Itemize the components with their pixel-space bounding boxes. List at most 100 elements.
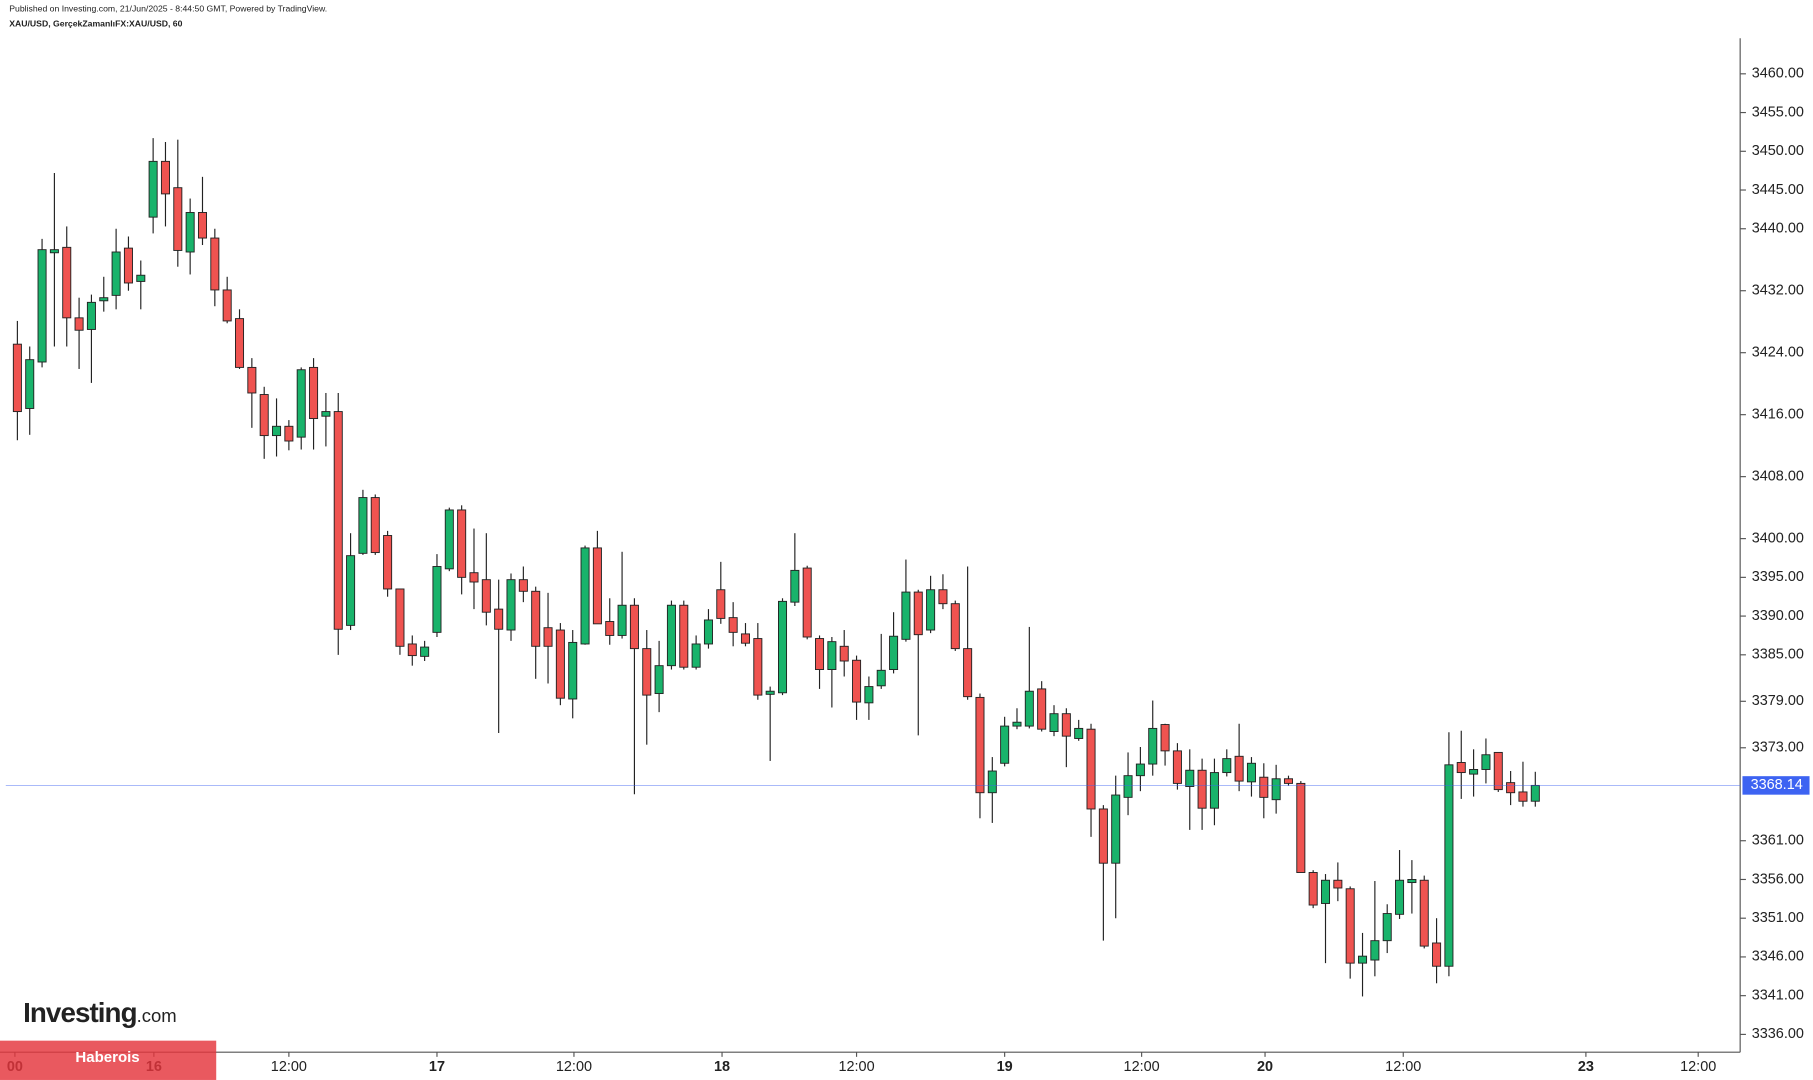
candle-body (173, 187, 183, 251)
candle-body (1259, 776, 1269, 798)
candle-body (74, 317, 84, 331)
candle-body (432, 566, 442, 633)
candle-body (86, 301, 96, 330)
candle-body (370, 497, 380, 554)
x-tick-label: 12:00 (838, 1059, 874, 1075)
y-tick-label: 3356.00 (1752, 871, 1804, 887)
candle-body (1135, 763, 1145, 777)
x-tick-label: 12:00 (1385, 1059, 1421, 1075)
y-tick-label: 3455.00 (1752, 104, 1804, 120)
candle-body (383, 535, 393, 590)
candle-body (1370, 940, 1380, 961)
candle-body (1518, 791, 1528, 802)
candle-body (555, 629, 565, 699)
candle-body (605, 621, 615, 636)
candle-body (1074, 727, 1084, 739)
candle-body (1493, 751, 1503, 791)
candle-body (62, 246, 72, 319)
candle-body (1345, 888, 1355, 964)
candle-body (123, 247, 133, 284)
candle-body (321, 411, 331, 417)
logo-suffix: .com (137, 1005, 177, 1026)
candle-body (210, 237, 220, 291)
logo-name: Investing (23, 997, 137, 1028)
plot-area (12, 138, 1540, 997)
candle-body (740, 633, 750, 644)
candle-body (309, 366, 319, 420)
x-tick-label: 12:00 (271, 1059, 307, 1075)
candle-body (1234, 755, 1244, 782)
candle-body (420, 646, 430, 657)
candle-body (592, 547, 602, 625)
candle-body (1148, 727, 1158, 765)
candle-body (37, 249, 47, 363)
y-tick-label: 3424.00 (1752, 345, 1804, 361)
y-tick-label: 3416.00 (1752, 406, 1804, 422)
candle-body (716, 589, 726, 619)
candle-body (1506, 782, 1516, 794)
candle-body (1185, 769, 1195, 787)
candle-body (197, 212, 208, 239)
candle-body (160, 160, 170, 195)
candle-body (1012, 721, 1022, 727)
candle-body (1419, 879, 1429, 947)
candle-body (580, 547, 590, 645)
candle-body (1197, 769, 1207, 809)
candle-body (333, 411, 343, 630)
y-tick-label: 3432.00 (1752, 283, 1804, 299)
candle-body (1395, 879, 1405, 915)
candle-body (296, 369, 306, 438)
candle-body (1209, 772, 1219, 809)
candle-body (1246, 762, 1256, 783)
candle-body (753, 638, 763, 696)
candle-body (481, 579, 491, 613)
candle-body (654, 665, 664, 695)
candle-body (876, 669, 886, 687)
badge-bg (0, 1040, 217, 1080)
candle-body (938, 589, 948, 605)
y-tick-label: 3379.00 (1752, 693, 1804, 709)
candle-body (1320, 879, 1331, 904)
candle-body (852, 659, 862, 703)
y-tick-label: 3450.00 (1752, 143, 1804, 159)
candle-body (1456, 762, 1466, 774)
x-tick-label: 12:00 (1680, 1059, 1716, 1075)
y-tick-label: 3336.00 (1752, 1026, 1804, 1042)
y-tick-label: 3440.00 (1752, 221, 1804, 237)
y-tick-label: 3385.00 (1752, 647, 1804, 663)
candle-body (469, 572, 479, 583)
candle-body (272, 425, 282, 437)
candle-body (358, 497, 368, 554)
candle-body (235, 318, 245, 368)
candle-body (395, 588, 405, 647)
y-tick-label: 3390.00 (1752, 608, 1804, 624)
candle-body (679, 604, 689, 668)
chart-title: XAU/USD, GerçekZamanlıFX:XAU/USD, 60 (9, 19, 182, 29)
candle-body (543, 627, 553, 647)
candle-body (531, 590, 541, 647)
x-tick-label: 18 (714, 1059, 730, 1075)
candle-body (185, 212, 195, 253)
candle-body (1530, 784, 1540, 802)
candle-body (407, 643, 417, 657)
candle-body (926, 589, 936, 631)
candle-body (1098, 808, 1108, 864)
candle-body (1123, 775, 1133, 798)
candle-body (1481, 754, 1491, 770)
candle-body (1222, 758, 1232, 774)
candle-body (111, 251, 121, 296)
candle-body (629, 604, 639, 650)
candle-body (1283, 778, 1293, 784)
candle-body (642, 648, 652, 696)
last-price-tag (1742, 776, 1810, 795)
candle-body (778, 600, 788, 694)
candle-body (963, 648, 973, 698)
candle-body (1024, 690, 1034, 727)
candle-body (494, 608, 504, 630)
y-tick-label: 3341.00 (1752, 987, 1804, 1003)
y-tick-label: 3460.00 (1752, 66, 1804, 82)
candle-body (666, 604, 676, 667)
candle-body (950, 603, 960, 650)
candle-body (136, 274, 146, 282)
candle-body (827, 641, 837, 670)
